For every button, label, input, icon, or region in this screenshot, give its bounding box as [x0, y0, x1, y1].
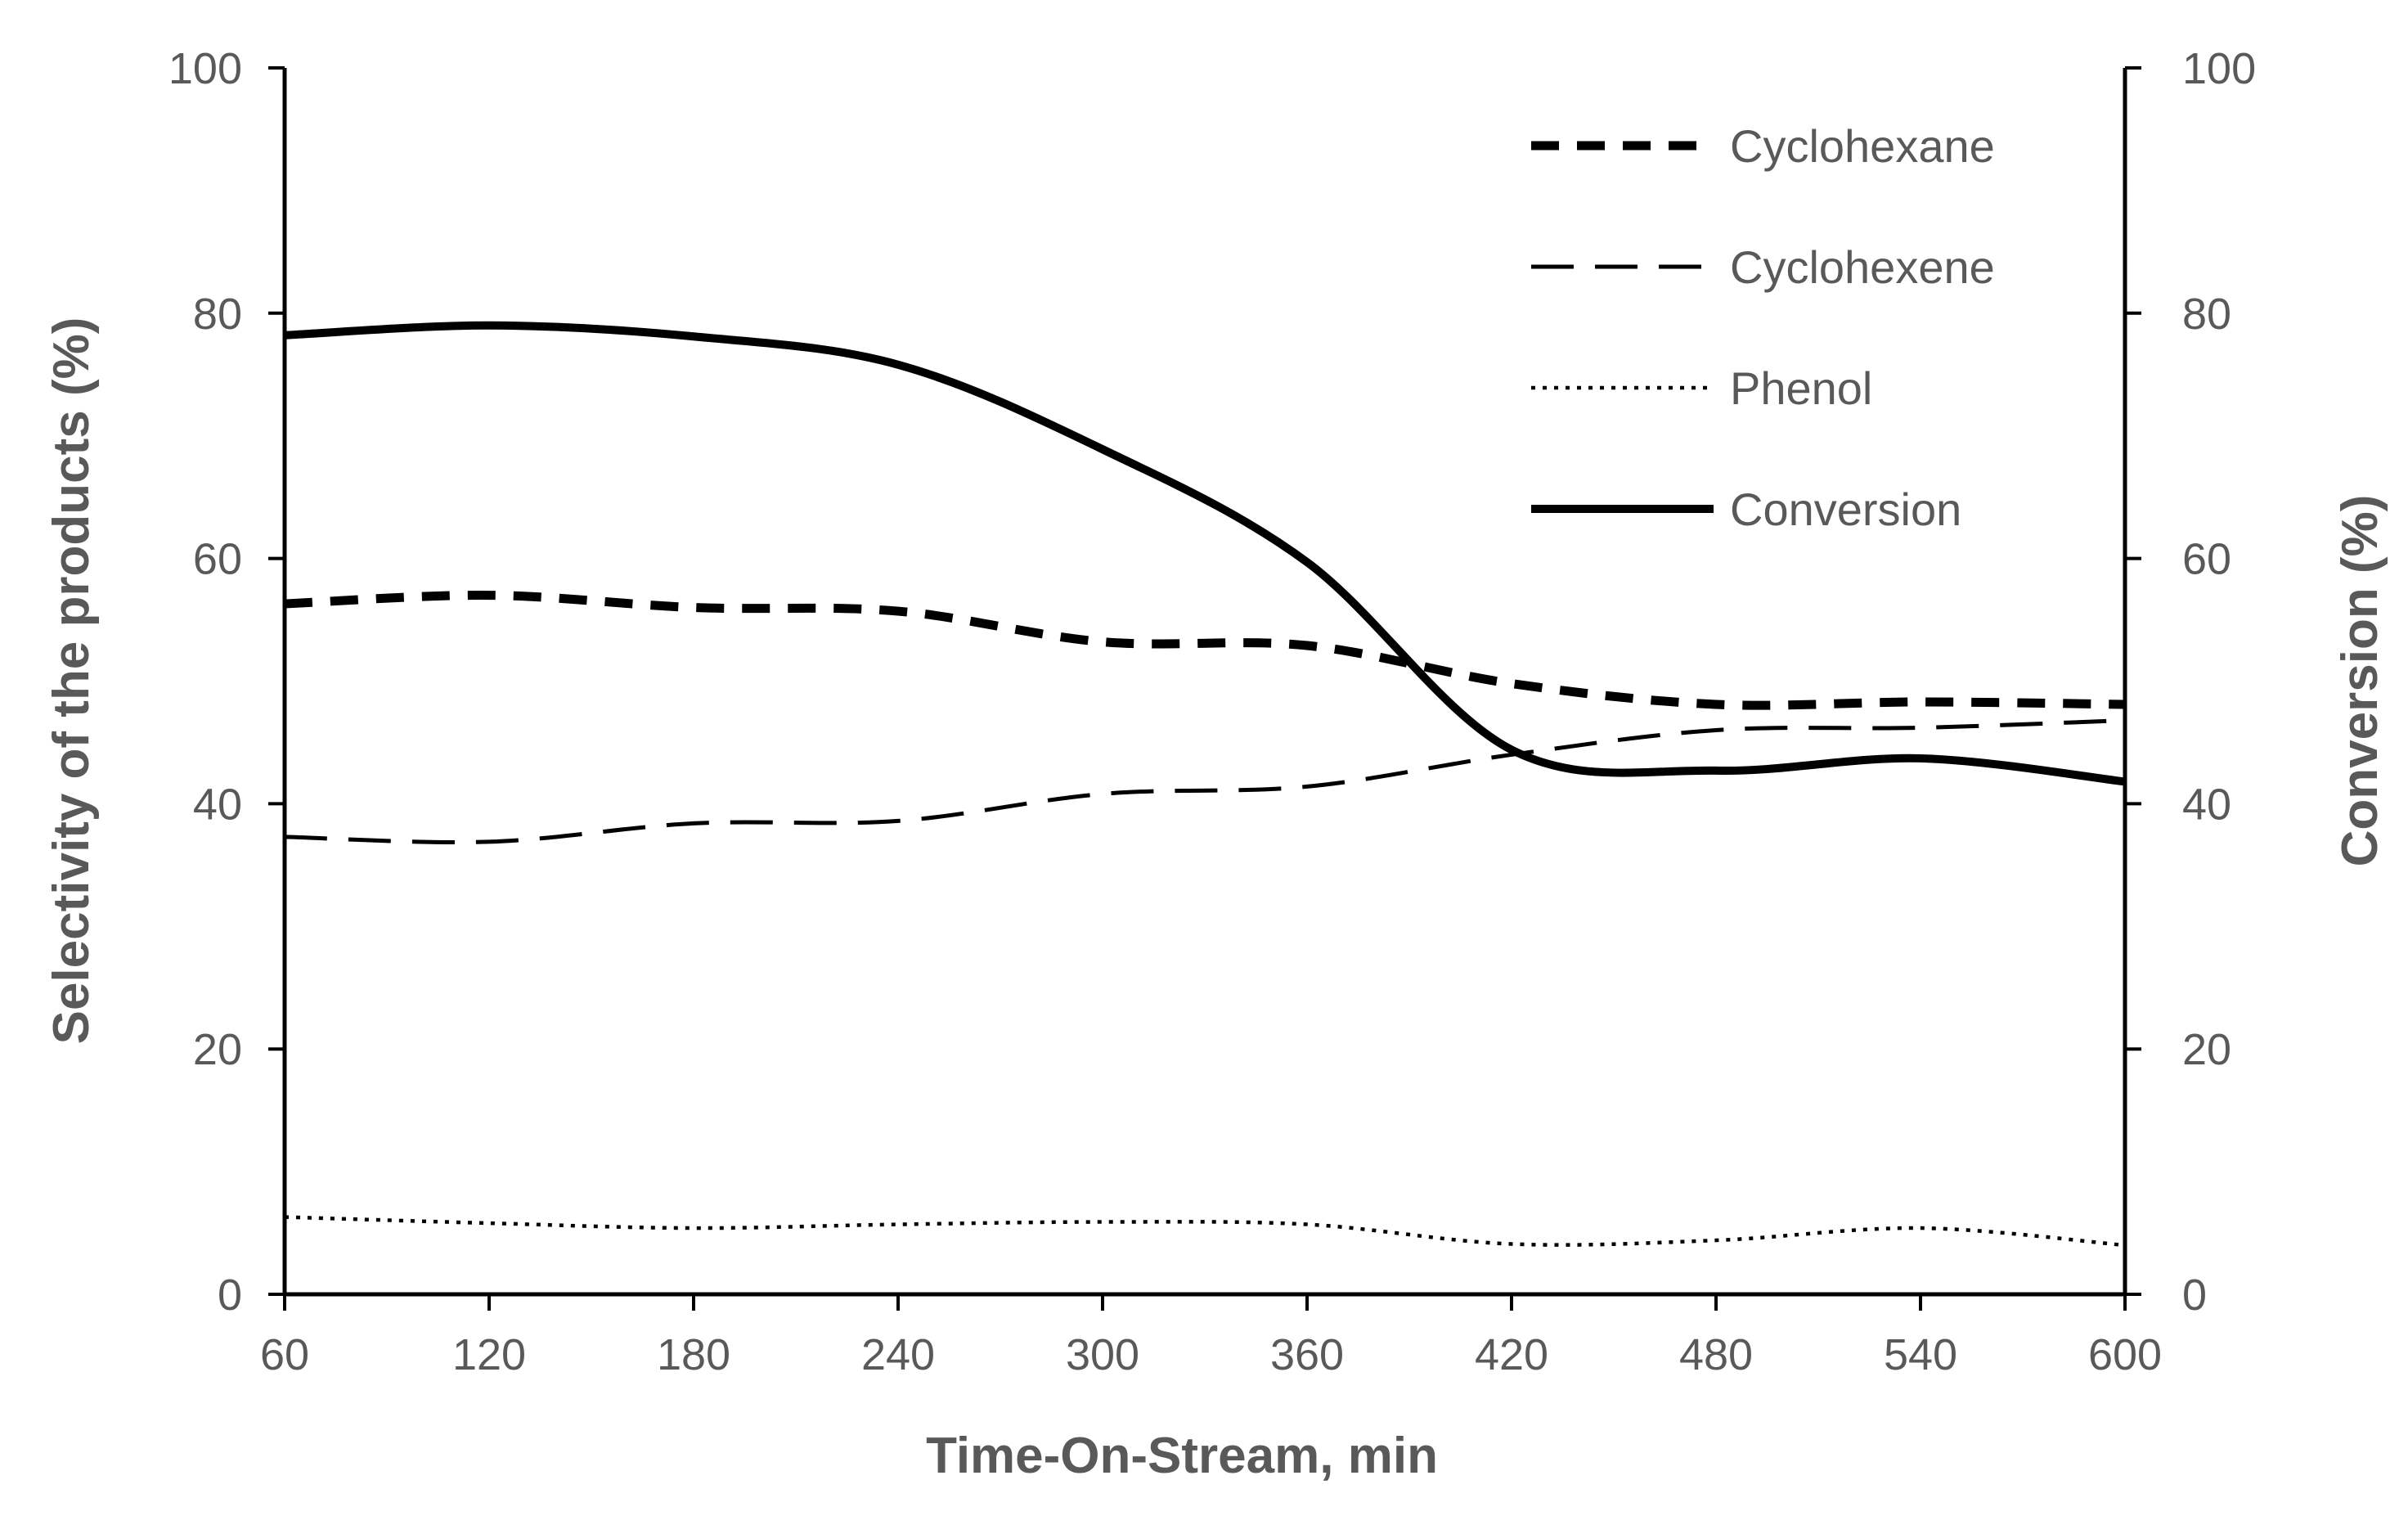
x-tick-label: 180: [657, 1330, 730, 1379]
y-axis-title-right: Conversion (%): [2332, 495, 2388, 867]
y-tick-label-left: 40: [193, 780, 242, 829]
axes: [282, 68, 2127, 1297]
legend-label-cyclohexane: Cyclohexane: [1730, 120, 1995, 172]
y-tick-label-left: 100: [168, 44, 242, 93]
series-line-cyclohexane: [284, 591, 2126, 710]
legend-label-phenol: Phenol: [1730, 362, 1872, 414]
x-tick-label: 240: [861, 1330, 935, 1379]
y-tick-label-right: 20: [2182, 1025, 2231, 1074]
x-tick-label: 120: [452, 1330, 526, 1379]
x-axis-title: Time-On-Stream, min: [926, 1428, 1438, 1484]
legend: Cyclohexane Cyclohexene Phenol Conversion: [1531, 120, 1995, 535]
y-tick-label-right: 80: [2182, 290, 2231, 339]
x-tick-label: 600: [2088, 1330, 2162, 1379]
legend-label-conversion: Conversion: [1730, 484, 1961, 535]
x-tick-label: 420: [1475, 1330, 1548, 1379]
y-ticks-right: 0 20 40 60 80 100: [2125, 44, 2256, 1320]
y-tick-label-right: 0: [2182, 1271, 2207, 1320]
y-ticks-left: 0 20 40 60 80 100: [168, 44, 285, 1320]
x-tick-label: 480: [1679, 1330, 1753, 1379]
y-tick-label-left: 80: [193, 290, 242, 339]
series-line-phenol: [284, 1215, 2126, 1248]
x-tick-label: 540: [1884, 1330, 1957, 1379]
x-tick-label: 60: [260, 1330, 309, 1379]
legend-label-cyclohexene: Cyclohexene: [1730, 241, 1995, 293]
series-line-cyclohexene: [284, 718, 2126, 844]
x-tick-label: 300: [1066, 1330, 1139, 1379]
y-tick-label-left: 0: [218, 1271, 242, 1320]
y-tick-label-right: 100: [2182, 44, 2256, 93]
y-tick-label-left: 60: [193, 535, 242, 584]
y-axis-title-left: Selectivity of the products (%): [43, 317, 100, 1045]
series-lines: [284, 321, 2126, 1248]
y-tick-label-right: 40: [2182, 780, 2231, 829]
y-tick-label-right: 60: [2182, 535, 2231, 584]
x-tick-label: 360: [1270, 1330, 1344, 1379]
series-line-conversion: [284, 321, 2126, 786]
x-ticks: 60 120 180 240 300 360 420 480 540 600: [260, 1294, 2162, 1379]
y-tick-label-left: 20: [193, 1025, 242, 1074]
